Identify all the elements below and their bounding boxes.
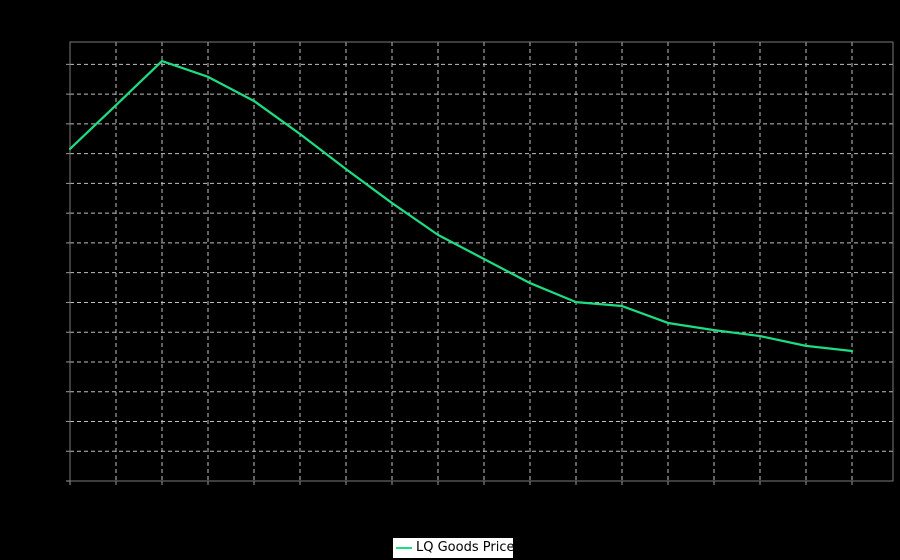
legend-line-sample: [396, 547, 412, 549]
legend: LQ Goods Price: [393, 538, 515, 558]
series-line-lq-goods-price: [68, 59, 854, 353]
plot-border: [69, 41, 894, 482]
legend-series-label: LQ Goods Price: [416, 540, 515, 555]
